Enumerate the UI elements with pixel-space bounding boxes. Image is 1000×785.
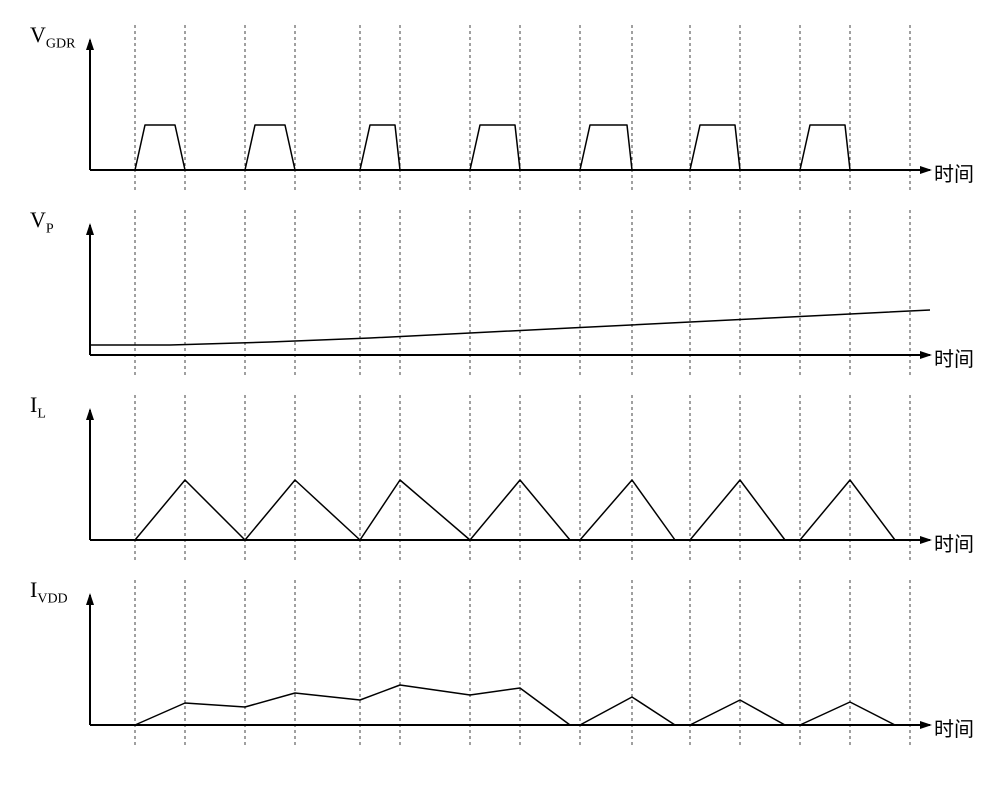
y-label-sub: GDR	[46, 36, 76, 51]
x-axis-label-il: 时间	[934, 528, 974, 557]
y-label-sub: L	[37, 406, 46, 421]
panel-ivdd: IVDD 时间	[20, 575, 980, 750]
y-axis-label-il: IL	[30, 392, 46, 422]
y-label-main: V	[30, 207, 46, 232]
y-label-sub: P	[46, 221, 54, 236]
timing-diagram: VGDR时间VP时间IL时间IVDD时间	[20, 20, 980, 765]
x-axis-label-vp: 时间	[934, 343, 974, 372]
y-label-main: V	[30, 22, 46, 47]
panel-il: IL 时间	[20, 390, 980, 565]
panel-vp: VP 时间	[20, 205, 980, 380]
y-label-sub: VDD	[37, 591, 67, 606]
panel-vgdr: VGDR 时间	[20, 20, 980, 195]
y-axis-label-vp: VP	[30, 207, 54, 237]
x-axis-label-ivdd: 时间	[934, 713, 974, 742]
x-axis-label-vgdr: 时间	[934, 158, 974, 187]
y-axis-label-vgdr: VGDR	[30, 22, 75, 52]
y-axis-label-ivdd: IVDD	[30, 577, 68, 607]
